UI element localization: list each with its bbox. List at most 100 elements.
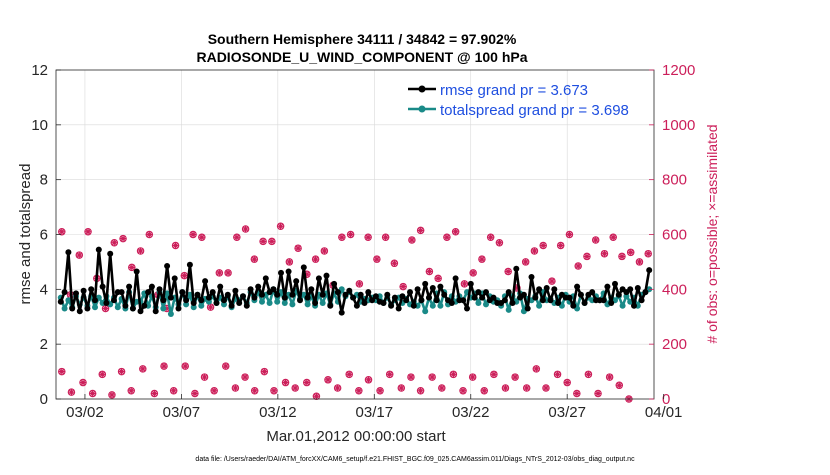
rmse-point bbox=[156, 286, 163, 293]
obs-high-marker-assimilated bbox=[338, 233, 346, 241]
obs-low-marker-assimilated bbox=[210, 387, 218, 395]
rmse-point bbox=[357, 291, 364, 298]
rmse-point bbox=[631, 302, 637, 309]
y-left-tick-label: 8 bbox=[40, 172, 48, 189]
obs-low-marker-arm bbox=[386, 371, 393, 378]
obs-high-marker-arm bbox=[470, 269, 477, 276]
totalspread-point bbox=[61, 305, 68, 312]
obs-low-marker-assimilated bbox=[532, 365, 540, 373]
rmse-point bbox=[391, 294, 398, 301]
obs-high-marker-arm bbox=[338, 234, 345, 241]
rmse-point bbox=[543, 285, 550, 291]
obs-low-marker-arm bbox=[68, 389, 75, 396]
obs-low-marker-arm bbox=[438, 385, 445, 392]
obs-high-marker-assimilated bbox=[294, 244, 302, 252]
rmse-point bbox=[236, 300, 243, 306]
totalspread-point bbox=[289, 301, 296, 308]
obs-high-marker-assimilated bbox=[382, 233, 390, 241]
obs-high-marker-arm bbox=[583, 253, 590, 260]
rmse-point bbox=[384, 291, 391, 298]
rmse-point bbox=[224, 291, 231, 298]
obs-low-marker-arm bbox=[490, 371, 497, 378]
totalspread-point bbox=[483, 301, 489, 308]
obs-high-marker-assimilated bbox=[627, 248, 635, 256]
obs-low-marker-assimilated bbox=[89, 390, 97, 397]
obs-high-marker-arm bbox=[85, 228, 92, 235]
rmse-point bbox=[615, 291, 622, 298]
obs-high-marker-arm bbox=[592, 236, 599, 244]
obs-high-marker-assimilated bbox=[224, 269, 232, 277]
obs-high-marker-assimilated bbox=[198, 233, 206, 241]
obs-low-marker-arm bbox=[595, 390, 602, 397]
obs-high-marker-assimilated bbox=[250, 255, 258, 263]
rmse-point bbox=[547, 297, 554, 304]
legend-marker-rmse bbox=[418, 85, 426, 93]
rmse-point bbox=[501, 297, 508, 304]
obs-high-marker-arm bbox=[111, 239, 118, 246]
obs-high-marker-assimilated bbox=[609, 233, 617, 241]
rmse-point bbox=[479, 294, 486, 301]
obs-low-marker-arm bbox=[407, 374, 414, 381]
x-axis: 03/02 03/07 03/12 03/17 03/22 03/27 04/01 bbox=[66, 394, 682, 421]
obs-high-marker-assimilated bbox=[443, 233, 451, 241]
rmse-point bbox=[513, 265, 520, 272]
obs-low-marker-arm bbox=[512, 374, 519, 381]
rmse-point bbox=[247, 286, 254, 293]
totalspread-point bbox=[429, 302, 436, 309]
obs-low-marker-assimilated bbox=[542, 384, 550, 392]
rmse-point bbox=[555, 300, 562, 306]
totalspread-point bbox=[198, 302, 205, 309]
rmse-point bbox=[274, 291, 281, 298]
x-tick-label: 03/12 bbox=[259, 404, 297, 421]
obs-low-marker-arm bbox=[346, 371, 353, 378]
totalspread-point bbox=[505, 306, 512, 313]
rmse-point bbox=[353, 302, 360, 309]
obs-low-marker-arm bbox=[573, 390, 580, 397]
obs-high-marker-arm bbox=[120, 235, 127, 242]
rmse-point bbox=[346, 287, 353, 294]
obs-high-marker-assimilated bbox=[355, 280, 363, 288]
obs-low-marker-assimilated bbox=[606, 373, 614, 381]
obs-low-marker-arm bbox=[108, 391, 115, 398]
obs-high-marker-arm bbox=[181, 272, 188, 279]
rmse-point bbox=[524, 305, 531, 312]
totalspread-point bbox=[274, 298, 281, 305]
obs-high-marker-arm bbox=[198, 234, 205, 241]
rmse-point bbox=[361, 300, 368, 306]
obs-high-marker-assimilated bbox=[601, 250, 608, 258]
obs-low-marker-arm bbox=[398, 385, 405, 392]
obs-low-marker-assimilated bbox=[573, 390, 581, 397]
rmse-point bbox=[118, 289, 125, 296]
rmse-point bbox=[338, 309, 345, 316]
rmse-point bbox=[577, 291, 584, 298]
y-left-tick-label: 2 bbox=[40, 336, 48, 353]
obs-high-marker-assimilated bbox=[110, 239, 118, 247]
rmse-point bbox=[270, 286, 277, 293]
obs-high-marker-arm bbox=[496, 239, 503, 246]
obs-low-marker-assimilated bbox=[270, 387, 278, 395]
totalspread-point bbox=[259, 298, 265, 305]
obs-low-marker-arm bbox=[128, 387, 135, 394]
obs-low-marker-arm bbox=[334, 385, 341, 392]
obs-low-marker-assimilated bbox=[98, 370, 106, 378]
rmse-point bbox=[319, 291, 326, 298]
obs-low-marker-assimilated bbox=[313, 392, 320, 400]
rmse-point bbox=[259, 291, 265, 298]
rmse-point bbox=[129, 305, 136, 312]
obs-high-marker-arm bbox=[645, 250, 652, 257]
rmse-point bbox=[441, 291, 448, 298]
rmse-point bbox=[528, 274, 535, 280]
rmse-point bbox=[365, 289, 372, 296]
rmse-point bbox=[388, 302, 395, 309]
obs-low-marker-assimilated bbox=[303, 379, 311, 386]
obs-high-marker-assimilated bbox=[277, 222, 285, 230]
obs-low-marker-assimilated bbox=[345, 370, 353, 378]
obs-high-marker-assimilated bbox=[531, 247, 538, 255]
rmse-point bbox=[289, 291, 296, 298]
obs-high-marker-arm bbox=[627, 249, 634, 256]
obs-low-marker-arm bbox=[469, 374, 476, 381]
rmse-point bbox=[202, 278, 209, 285]
obs-high-marker-assimilated bbox=[268, 237, 276, 245]
obs-high-marker-arm bbox=[478, 256, 485, 263]
